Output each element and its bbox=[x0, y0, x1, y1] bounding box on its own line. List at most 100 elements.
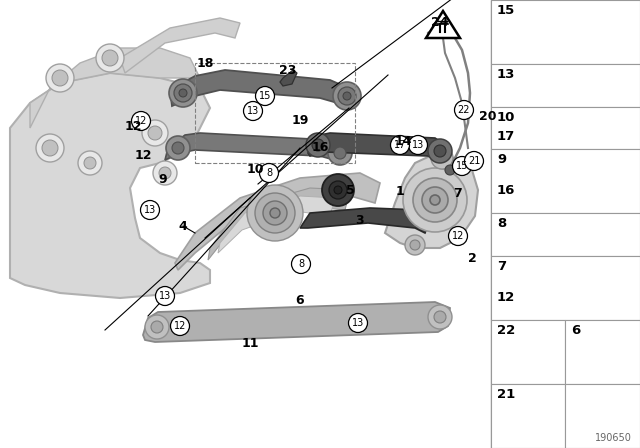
Bar bbox=[491, 149, 640, 213]
Text: 12: 12 bbox=[174, 321, 186, 331]
Circle shape bbox=[445, 165, 455, 175]
Circle shape bbox=[169, 79, 197, 107]
Polygon shape bbox=[143, 302, 450, 342]
Bar bbox=[0, 0, 491, 448]
Polygon shape bbox=[280, 70, 297, 86]
Circle shape bbox=[151, 321, 163, 333]
Text: 13: 13 bbox=[144, 205, 156, 215]
Text: 8: 8 bbox=[497, 217, 506, 230]
Bar bbox=[491, 0, 640, 448]
Circle shape bbox=[334, 147, 346, 159]
Circle shape bbox=[52, 70, 68, 86]
Text: 12: 12 bbox=[134, 148, 152, 161]
Text: 5: 5 bbox=[346, 184, 355, 197]
Circle shape bbox=[145, 315, 169, 339]
Text: 12: 12 bbox=[135, 116, 147, 126]
Text: 11: 11 bbox=[241, 336, 259, 349]
Circle shape bbox=[179, 89, 187, 97]
Polygon shape bbox=[385, 156, 478, 248]
Circle shape bbox=[255, 193, 295, 233]
Circle shape bbox=[172, 142, 184, 154]
Bar bbox=[491, 64, 640, 107]
Text: 3: 3 bbox=[356, 214, 364, 227]
Polygon shape bbox=[30, 48, 200, 128]
Text: 17: 17 bbox=[394, 140, 406, 150]
Circle shape bbox=[141, 201, 159, 220]
Circle shape bbox=[263, 201, 287, 225]
Circle shape bbox=[255, 86, 275, 105]
Text: 9: 9 bbox=[497, 153, 506, 166]
Circle shape bbox=[166, 136, 190, 160]
Bar bbox=[491, 384, 565, 448]
Polygon shape bbox=[175, 173, 380, 270]
Text: 22: 22 bbox=[497, 324, 515, 337]
Text: 12: 12 bbox=[452, 231, 464, 241]
Circle shape bbox=[36, 134, 64, 162]
Text: 20: 20 bbox=[479, 109, 497, 122]
Circle shape bbox=[428, 139, 452, 163]
Text: 1: 1 bbox=[396, 185, 404, 198]
Text: 13: 13 bbox=[247, 106, 259, 116]
Polygon shape bbox=[208, 188, 350, 260]
Circle shape bbox=[405, 235, 425, 255]
Circle shape bbox=[170, 316, 189, 336]
Circle shape bbox=[259, 164, 278, 182]
Polygon shape bbox=[10, 73, 210, 298]
Polygon shape bbox=[426, 11, 460, 38]
Text: 23: 23 bbox=[279, 64, 297, 77]
Circle shape bbox=[142, 120, 168, 146]
Circle shape bbox=[291, 254, 310, 273]
Text: 9: 9 bbox=[159, 172, 167, 185]
Circle shape bbox=[96, 44, 124, 72]
Text: 15: 15 bbox=[456, 161, 468, 171]
Circle shape bbox=[449, 227, 467, 246]
Text: 190650: 190650 bbox=[595, 433, 632, 443]
Circle shape bbox=[270, 208, 280, 218]
Text: 15: 15 bbox=[497, 4, 515, 17]
Bar bbox=[565, 384, 640, 448]
Text: 7: 7 bbox=[454, 186, 462, 199]
Text: 12: 12 bbox=[497, 291, 515, 304]
Circle shape bbox=[159, 167, 171, 179]
Circle shape bbox=[247, 185, 303, 241]
Text: 13: 13 bbox=[412, 140, 424, 150]
Circle shape bbox=[390, 135, 410, 155]
Circle shape bbox=[334, 186, 342, 194]
Circle shape bbox=[408, 135, 428, 155]
Text: 16: 16 bbox=[311, 141, 329, 154]
Circle shape bbox=[78, 151, 102, 175]
Polygon shape bbox=[170, 70, 360, 108]
Polygon shape bbox=[218, 196, 335, 253]
Text: 21: 21 bbox=[468, 156, 480, 166]
Circle shape bbox=[338, 87, 356, 105]
Text: 13: 13 bbox=[352, 318, 364, 328]
Circle shape bbox=[329, 181, 347, 199]
Text: 10: 10 bbox=[246, 163, 264, 176]
Circle shape bbox=[312, 139, 324, 151]
Text: 16: 16 bbox=[497, 185, 515, 198]
Circle shape bbox=[403, 168, 467, 232]
Text: 17: 17 bbox=[497, 130, 515, 143]
Bar bbox=[491, 0, 640, 64]
Circle shape bbox=[46, 64, 74, 92]
Text: 2: 2 bbox=[468, 251, 476, 264]
Circle shape bbox=[422, 187, 448, 213]
Text: 22: 22 bbox=[458, 105, 470, 115]
Circle shape bbox=[431, 147, 453, 169]
Circle shape bbox=[343, 92, 351, 100]
Circle shape bbox=[452, 156, 472, 176]
Text: 6: 6 bbox=[571, 324, 580, 337]
Circle shape bbox=[42, 140, 58, 156]
Text: 13: 13 bbox=[159, 291, 171, 301]
Text: 8: 8 bbox=[266, 168, 272, 178]
Circle shape bbox=[465, 151, 483, 171]
Circle shape bbox=[434, 145, 446, 157]
Text: 24: 24 bbox=[431, 16, 449, 29]
Circle shape bbox=[153, 161, 177, 185]
Text: 7: 7 bbox=[497, 260, 506, 273]
Bar bbox=[195, 63, 355, 163]
Bar bbox=[491, 320, 565, 384]
Bar bbox=[491, 107, 640, 149]
Circle shape bbox=[333, 82, 361, 110]
Circle shape bbox=[328, 141, 352, 165]
